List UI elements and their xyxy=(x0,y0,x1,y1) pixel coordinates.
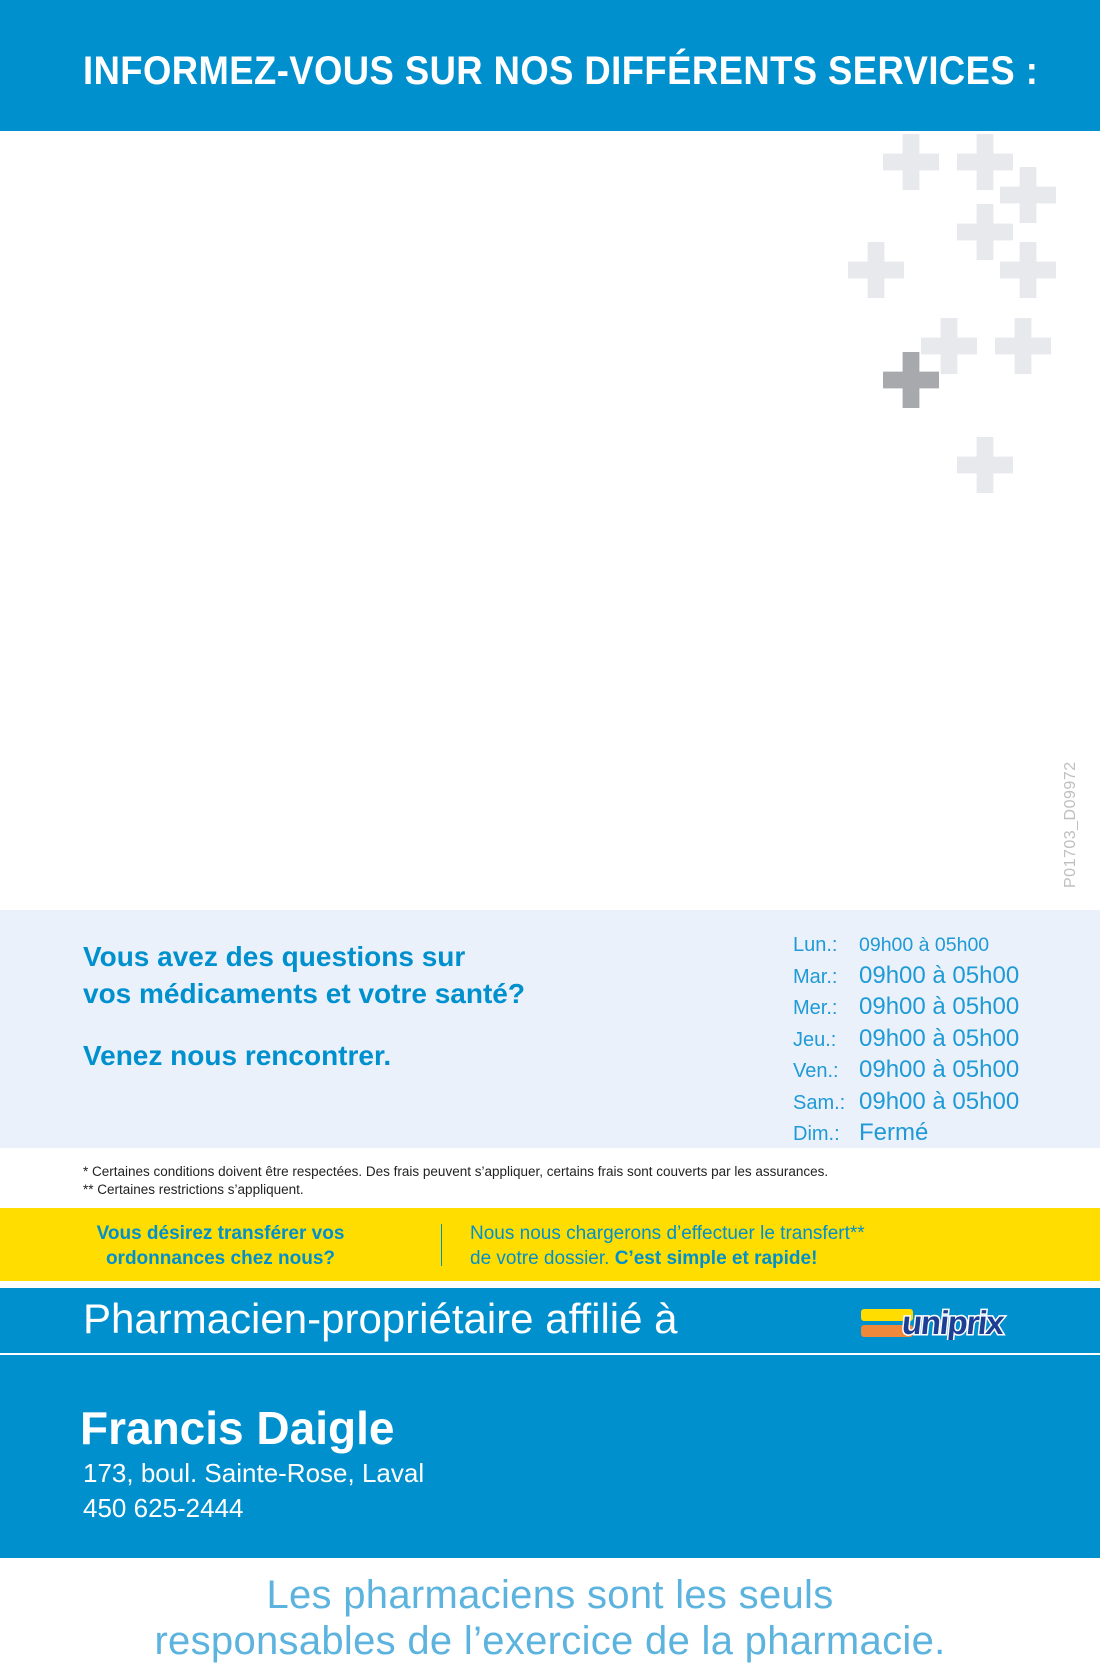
svg-text:uniprix: uniprix xyxy=(900,1306,1007,1340)
